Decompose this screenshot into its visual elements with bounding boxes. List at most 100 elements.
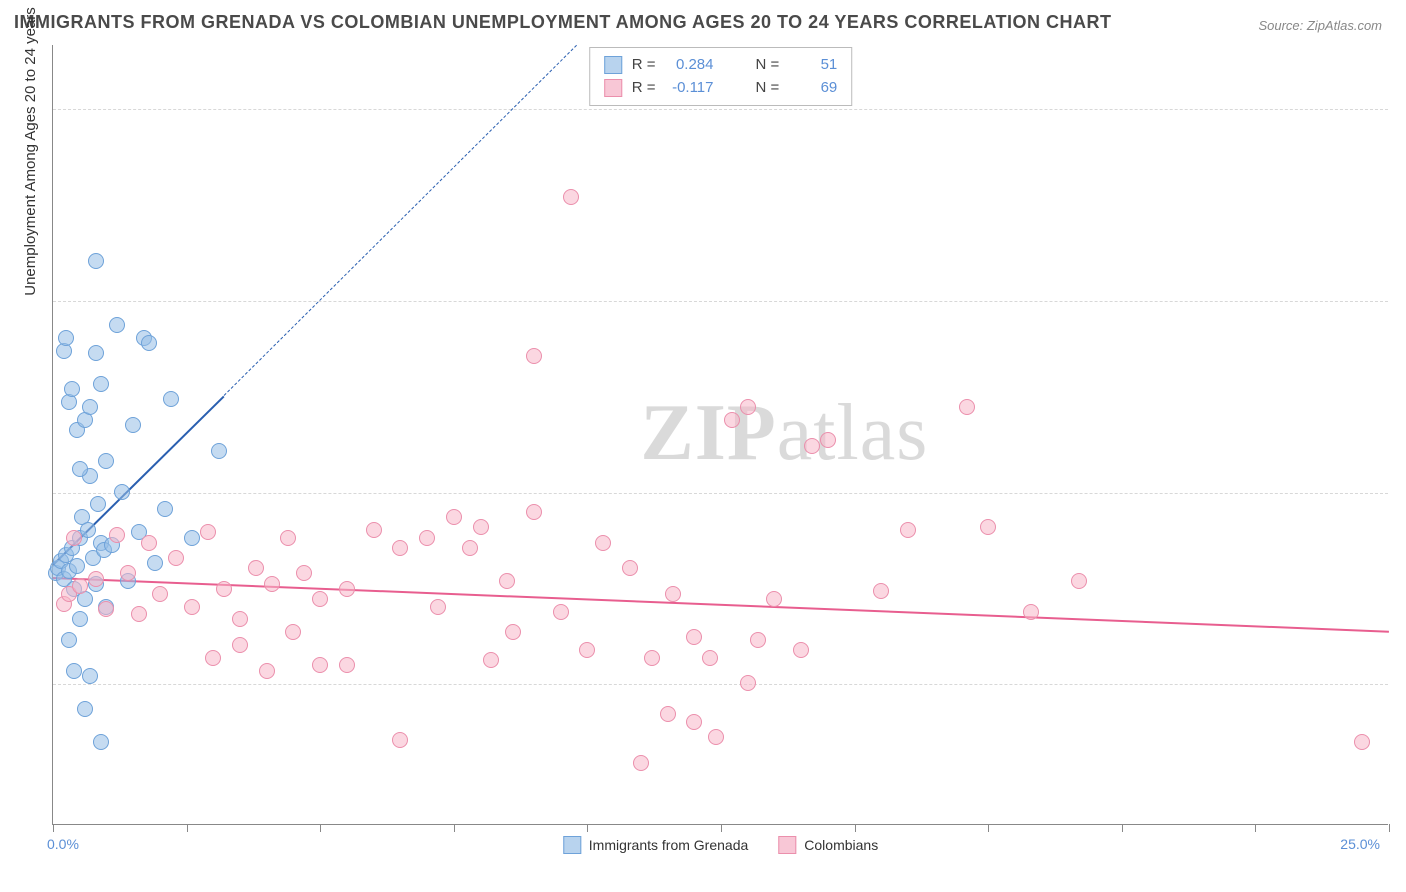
data-point-colombians [563,189,579,205]
stats-legend-box: R = 0.284 N = 51 R = -0.117 N = 69 [589,47,853,106]
data-point-grenada [66,663,82,679]
y-tick-label: 15.0% [1398,485,1406,501]
data-point-colombians [750,632,766,648]
chart-title: IMMIGRANTS FROM GRENADA VS COLOMBIAN UNE… [14,12,1112,33]
data-point-colombians [419,530,435,546]
data-point-grenada [147,555,163,571]
watermark-bold: ZIP [640,389,776,477]
y-tick-label: 22.5% [1398,293,1406,309]
data-point-grenada [64,381,80,397]
n-label: N = [756,54,780,77]
x-tick [1389,824,1390,832]
data-point-colombians [216,581,232,597]
x-tick [53,824,54,832]
data-point-colombians [793,642,809,658]
data-point-colombians [740,399,756,415]
x-tick [587,824,588,832]
trend-line [53,577,1389,633]
data-point-grenada [72,461,88,477]
data-point-colombians [526,348,542,364]
data-point-grenada [157,501,173,517]
data-point-colombians [473,519,489,535]
legend-item-colombians: Colombians [778,836,878,854]
x-tick [454,824,455,832]
data-point-grenada [109,317,125,333]
data-point-grenada [77,701,93,717]
n-value-colombians: 69 [789,77,837,100]
n-label: N = [756,77,780,100]
data-point-colombians [339,581,355,597]
data-point-colombians [873,583,889,599]
data-point-colombians [232,637,248,653]
stats-row-colombians: R = -0.117 N = 69 [604,77,838,100]
swatch-grenada-icon [563,836,581,854]
data-point-grenada [141,335,157,351]
data-point-colombians [766,591,782,607]
data-point-colombians [280,530,296,546]
data-point-colombians [724,412,740,428]
data-point-colombians [285,624,301,640]
y-axis-label: Unemployment Among Ages 20 to 24 years [22,7,39,296]
x-tick [721,824,722,832]
data-point-grenada [82,668,98,684]
data-point-colombians [366,522,382,538]
data-point-grenada [114,484,130,500]
data-point-colombians [595,535,611,551]
data-point-colombians [66,530,82,546]
data-point-colombians [1071,573,1087,589]
data-point-grenada [69,558,85,574]
x-tick [1255,824,1256,832]
n-value-grenada: 51 [789,54,837,77]
data-point-grenada [88,345,104,361]
data-point-grenada [98,453,114,469]
x-tick [187,824,188,832]
data-point-colombians [392,732,408,748]
watermark-light: atlas [777,389,929,477]
r-label: R = [632,54,656,77]
data-point-colombians [622,560,638,576]
trend-line [224,45,577,396]
data-point-colombians [200,524,216,540]
data-point-colombians [152,586,168,602]
r-label: R = [632,77,656,100]
swatch-colombians-icon [604,79,622,97]
data-point-colombians [392,540,408,556]
data-point-colombians [259,663,275,679]
data-point-grenada [93,734,109,750]
data-point-colombians [644,650,660,666]
data-point-grenada [184,530,200,546]
data-point-colombians [131,606,147,622]
data-point-grenada [93,376,109,392]
data-point-grenada [72,611,88,627]
data-point-colombians [339,657,355,673]
data-point-colombians [248,560,264,576]
r-value-colombians: -0.117 [666,77,714,100]
data-point-colombians [553,604,569,620]
data-point-colombians [1023,604,1039,620]
data-point-colombians [708,729,724,745]
gridline [53,684,1388,685]
data-point-grenada [163,391,179,407]
data-point-colombians [141,535,157,551]
data-point-colombians [120,565,136,581]
data-point-colombians [740,675,756,691]
data-point-grenada [82,399,98,415]
data-point-grenada [211,443,227,459]
data-point-colombians [312,657,328,673]
source-label: Source: ZipAtlas.com [1258,18,1382,33]
x-tick [988,824,989,832]
stats-row-grenada: R = 0.284 N = 51 [604,54,838,77]
data-point-colombians [633,755,649,771]
legend-label-colombians: Colombians [804,837,878,853]
data-point-colombians [686,629,702,645]
y-tick-label: 30.0% [1398,101,1406,117]
r-value-grenada: 0.284 [666,54,714,77]
data-point-colombians [184,599,200,615]
data-point-grenada [125,417,141,433]
gridline [53,109,1388,110]
gridline [53,493,1388,494]
legend-bottom: Immigrants from Grenada Colombians [563,836,878,854]
data-point-colombians [72,578,88,594]
data-point-grenada [61,632,77,648]
x-max-label: 25.0% [1340,836,1380,852]
